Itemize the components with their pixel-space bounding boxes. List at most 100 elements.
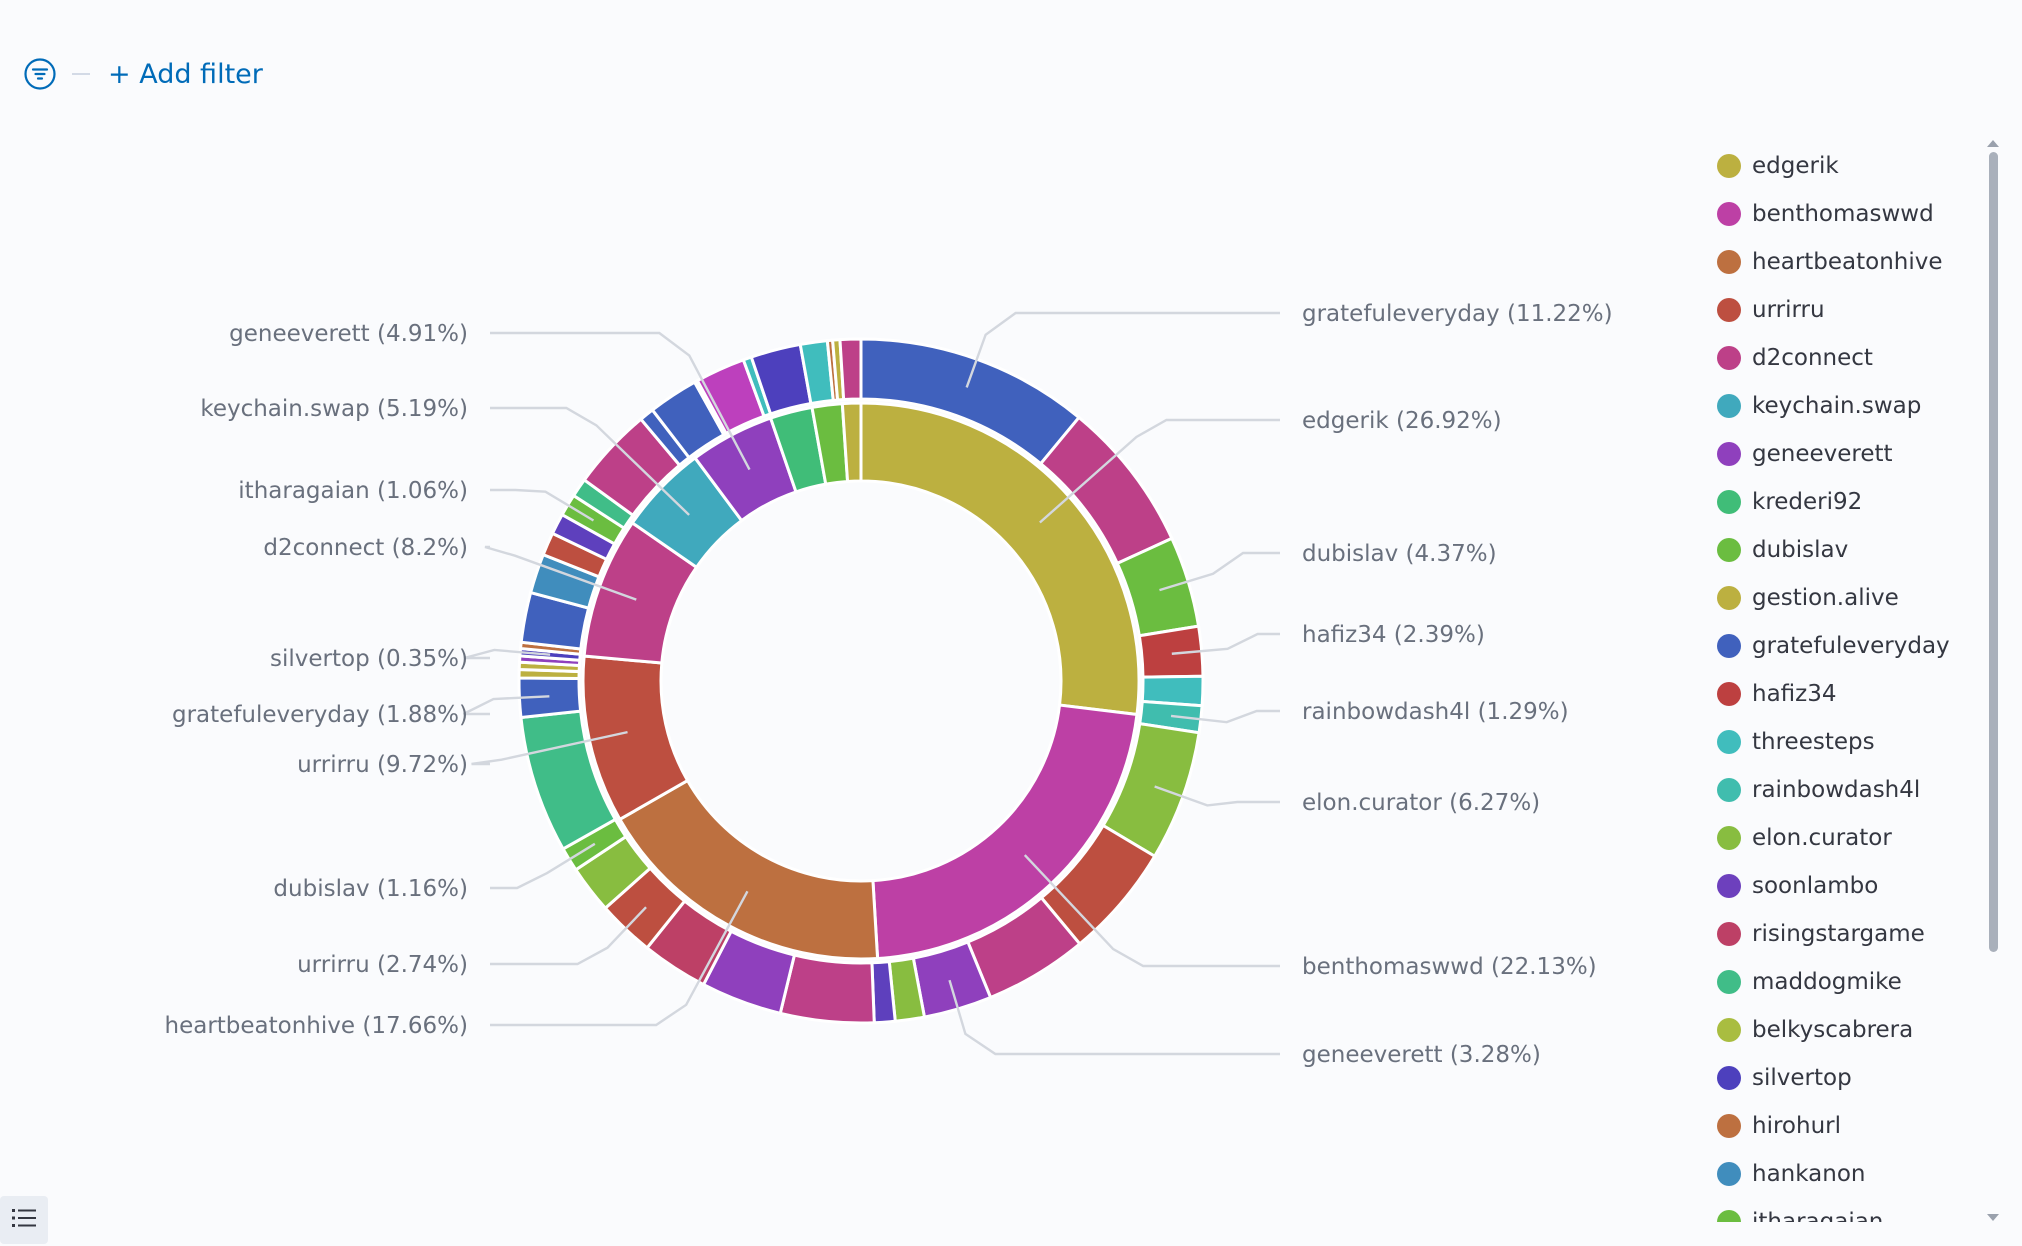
add-filter-button[interactable]: + Add filter bbox=[108, 58, 263, 90]
chart-legend: edgerik benthomaswwd heartbeatonhive urrirr… bbox=[1717, 142, 1967, 1222]
legend-item[interactable]: hirohurl bbox=[1717, 1102, 1967, 1150]
legend-label: hafiz34 bbox=[1752, 681, 1837, 707]
legend-label: risingstargame bbox=[1752, 921, 1925, 947]
legend-label: threesteps bbox=[1752, 729, 1875, 755]
legend-item[interactable]: gestion.alive bbox=[1717, 574, 1967, 622]
legend-item[interactable]: itharagaian bbox=[1717, 1198, 1967, 1222]
legend-item[interactable]: hafiz34 bbox=[1717, 670, 1967, 718]
legend-item[interactable]: soonlambo bbox=[1717, 862, 1967, 910]
legend-label: maddogmike bbox=[1752, 969, 1902, 995]
legend-item[interactable]: benthomaswwd bbox=[1717, 190, 1967, 238]
legend-color-dot bbox=[1717, 346, 1741, 370]
callout-leader-line bbox=[1159, 551, 1280, 592]
legend-item[interactable]: edgerik bbox=[1717, 142, 1967, 190]
callout-label: benthomaswwd (22.13%) bbox=[1302, 954, 1597, 980]
donut-chart: geneeverett (4.91%) keychain.swap (5.19%)… bbox=[165, 301, 1613, 1068]
legend-color-dot bbox=[1717, 1210, 1741, 1222]
filter-separator bbox=[72, 73, 90, 75]
legend-label: hankanon bbox=[1752, 1161, 1866, 1187]
legend-toggle-button[interactable] bbox=[0, 1196, 48, 1244]
legend-item[interactable]: maddogmike bbox=[1717, 958, 1967, 1006]
callout-leader-line bbox=[462, 695, 550, 716]
legend-label: geneeverett bbox=[1752, 441, 1893, 467]
legend-label: dubislav bbox=[1752, 537, 1849, 563]
legend-item[interactable]: d2connect bbox=[1717, 334, 1967, 382]
legend-label: gratefuleveryday bbox=[1752, 633, 1950, 659]
legend-scrollbar[interactable] bbox=[1987, 152, 1999, 952]
scroll-down-arrow-icon[interactable] bbox=[1987, 1214, 1999, 1221]
legend-color-dot bbox=[1717, 1114, 1741, 1138]
outer-ring-slice[interactable] bbox=[838, 337, 863, 402]
outer-ring-slice[interactable] bbox=[778, 953, 876, 1025]
callout-label: silvertop (0.35%) bbox=[270, 646, 468, 672]
callout-leader-line bbox=[490, 906, 647, 966]
callout-label: dubislav (1.16%) bbox=[273, 876, 468, 902]
legend-item[interactable]: gratefuleveryday bbox=[1717, 622, 1967, 670]
callout-leader-line bbox=[484, 545, 637, 601]
legend-item[interactable]: belkyscabrera bbox=[1717, 1006, 1967, 1054]
legend-color-dot bbox=[1717, 922, 1741, 946]
legend-item[interactable]: urrirru bbox=[1717, 286, 1967, 334]
legend-scrollbar-thumb[interactable] bbox=[1989, 152, 1998, 952]
legend-item[interactable]: geneeverett bbox=[1717, 430, 1967, 478]
legend-item[interactable]: heartbeatonhive bbox=[1717, 238, 1967, 286]
callout-label: dubislav (4.37%) bbox=[1302, 541, 1497, 567]
filter-bar: + Add filter bbox=[24, 54, 263, 94]
callout-leader-line bbox=[490, 331, 751, 471]
legend-label: hirohurl bbox=[1752, 1113, 1841, 1139]
callout-leader-line bbox=[490, 406, 690, 516]
legend-color-dot bbox=[1717, 970, 1741, 994]
callout-leader-line bbox=[965, 311, 1280, 388]
legend-label: soonlambo bbox=[1752, 873, 1879, 899]
callout-leader-line bbox=[490, 842, 596, 890]
legend-item[interactable]: krederi92 bbox=[1717, 478, 1967, 526]
inner-ring-slice[interactable] bbox=[840, 401, 863, 484]
legend-item[interactable]: rainbowdash4l bbox=[1717, 766, 1967, 814]
legend-color-dot bbox=[1717, 154, 1741, 178]
legend-label: krederi92 bbox=[1752, 489, 1863, 515]
legend-label: elon.curator bbox=[1752, 825, 1892, 851]
callout-label: urrirru (9.72%) bbox=[297, 752, 468, 778]
legend-color-dot bbox=[1717, 250, 1741, 274]
callout-label: geneeverett (4.91%) bbox=[229, 321, 468, 347]
callout-label: keychain.swap (5.19%) bbox=[200, 396, 468, 422]
callout-leader-line bbox=[1171, 632, 1280, 655]
callout-leader-line bbox=[490, 890, 749, 1027]
filter-icon[interactable] bbox=[24, 58, 56, 90]
legend-color-dot bbox=[1717, 826, 1741, 850]
callout-label: gratefuleveryday (11.22%) bbox=[1302, 301, 1613, 327]
legend-label: gestion.alive bbox=[1752, 585, 1899, 611]
legend-color-dot bbox=[1717, 442, 1741, 466]
legend-item[interactable]: silvertop bbox=[1717, 1054, 1967, 1102]
legend-label: benthomaswwd bbox=[1752, 201, 1934, 227]
legend-color-dot bbox=[1717, 394, 1741, 418]
legend-item[interactable]: risingstargame bbox=[1717, 910, 1967, 958]
callout-label: geneeverett (3.28%) bbox=[1302, 1042, 1541, 1068]
legend-label: d2connect bbox=[1752, 345, 1873, 371]
legend-label: rainbowdash4l bbox=[1752, 777, 1921, 803]
callout-leader-line bbox=[1023, 854, 1280, 968]
callout-leader-line bbox=[948, 979, 1280, 1056]
legend-item[interactable]: hankanon bbox=[1717, 1150, 1967, 1198]
list-icon bbox=[11, 1207, 37, 1233]
callout-leader-line bbox=[490, 488, 595, 522]
callout-leader-line bbox=[463, 648, 551, 660]
inner-ring-slice[interactable] bbox=[859, 401, 1141, 717]
legend-color-dot bbox=[1717, 778, 1741, 802]
legend-item[interactable]: keychain.swap bbox=[1717, 382, 1967, 430]
callout-label: gratefuleveryday (1.88%) bbox=[172, 702, 468, 728]
legend-color-dot bbox=[1717, 682, 1741, 706]
callout-leader-line bbox=[1154, 785, 1280, 807]
legend-color-dot bbox=[1717, 1162, 1741, 1186]
scroll-up-arrow-icon[interactable] bbox=[1987, 140, 1999, 147]
legend-color-dot bbox=[1717, 1066, 1741, 1090]
legend-color-dot bbox=[1717, 298, 1741, 322]
legend-label: belkyscabrera bbox=[1752, 1017, 1914, 1043]
callout-label: heartbeatonhive (17.66%) bbox=[165, 1013, 469, 1039]
callout-leader-line bbox=[1039, 418, 1280, 524]
legend-item[interactable]: elon.curator bbox=[1717, 814, 1967, 862]
legend-item[interactable]: threesteps bbox=[1717, 718, 1967, 766]
callout-label: edgerik (26.92%) bbox=[1302, 408, 1502, 434]
legend-item[interactable]: dubislav bbox=[1717, 526, 1967, 574]
legend-label: urrirru bbox=[1752, 297, 1825, 323]
